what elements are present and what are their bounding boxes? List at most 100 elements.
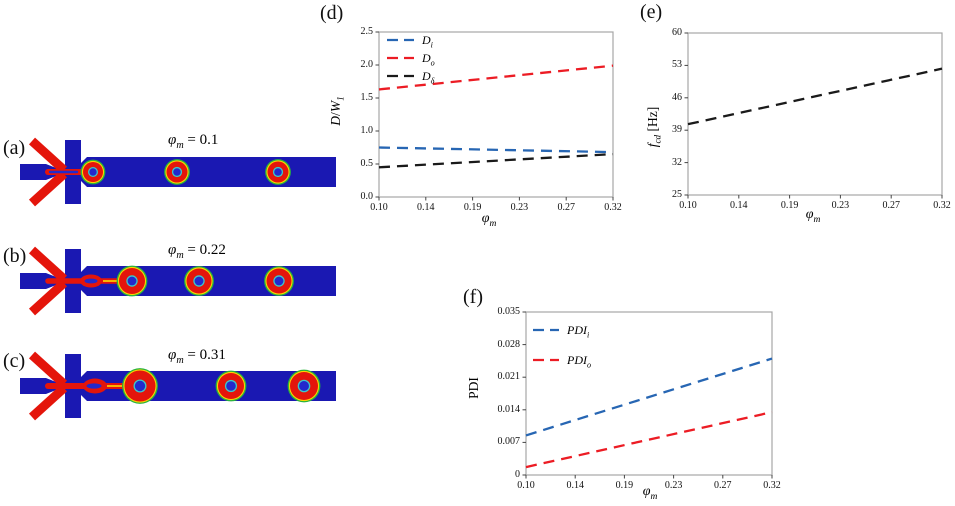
legend-item: Do <box>387 49 435 67</box>
series-PDI_o <box>525 411 773 469</box>
jet-inner-core <box>86 383 102 389</box>
legend-label: Do <box>422 50 435 67</box>
x-tick-label: 0.19 <box>463 202 482 213</box>
chart-f-polydispersity: 0.10 0.14 0.19 0.23 0.27 0.32 0 0.007 0.014 0.021… <box>498 306 781 491</box>
x-tick-label: 0.32 <box>604 202 622 213</box>
chart-f-plot-area <box>522 311 773 479</box>
x-tick-label: 0.10 <box>679 200 697 211</box>
red-inlet-arm-top <box>28 137 68 174</box>
series-D_i <box>378 146 614 154</box>
jet-inner-core <box>84 278 98 284</box>
x-tick-label: 0.10 <box>517 480 535 491</box>
x-tick-label: 0.32 <box>933 200 951 211</box>
y-tick-label: 0.0 <box>360 191 374 202</box>
panel-label-d: (d) <box>320 2 344 24</box>
series-D_o <box>378 64 614 91</box>
x-tick-label: 0.14 <box>730 200 748 211</box>
x-tick-label: 0.14 <box>417 202 435 213</box>
microchannel-simulation-c <box>20 351 336 421</box>
x-tick-label: 0.27 <box>714 480 732 491</box>
x-axis-label-e: φm <box>805 207 821 225</box>
microchannel-simulation-a <box>20 137 336 207</box>
x-tick-label: 0.23 <box>831 200 850 211</box>
red-inlet-arm-top <box>28 351 68 388</box>
x-tick-label: 0.27 <box>882 200 900 211</box>
legend-dash-sample <box>387 74 414 78</box>
x-tick-label: 0.10 <box>370 202 388 213</box>
droplet-core <box>134 380 146 392</box>
y-axis-label-d: D/W1 <box>328 96 346 126</box>
droplet-core <box>274 276 284 286</box>
droplet-core <box>226 381 236 391</box>
legend-label: Di <box>422 32 433 49</box>
red-inlet-arm-bottom <box>28 384 68 421</box>
series-D_delta <box>378 152 614 169</box>
y-tick-label: 46 <box>672 91 682 103</box>
panel-label-c: (c) <box>3 350 26 372</box>
x-tick-label: 0.23 <box>664 480 683 491</box>
y-tick-label: 53 <box>672 59 682 71</box>
droplet-core <box>194 276 204 286</box>
x-tick-label: 0.14 <box>566 480 584 491</box>
droplet-core <box>127 276 137 286</box>
legend-dash-sample <box>533 358 559 362</box>
y-tick-label: 32 <box>672 156 682 168</box>
x-tick-label: 0.19 <box>780 200 799 211</box>
y-tick-label: 1.0 <box>360 125 374 136</box>
inlet-channel <box>20 378 65 394</box>
y-tick-label: 25 <box>672 189 682 200</box>
legend-label: PDIo <box>567 352 592 369</box>
chart-f-legend: PDIi PDIo <box>533 315 591 375</box>
legend-item: Dδ <box>387 67 435 85</box>
main-channel <box>81 157 336 187</box>
series-f_cd <box>687 67 943 126</box>
legend-dash-sample <box>387 38 414 42</box>
chart-d-diameter-ratio: 0.10 0.14 0.19 0.23 0.27 0.32 0.0 0.5 1.0 1.5 2.0 2… <box>361 26 622 213</box>
panel-label-e: (e) <box>640 1 663 23</box>
panel-label-f: (f) <box>463 286 483 308</box>
caption-phi-c: φm = 0.31 <box>168 347 226 366</box>
droplet-core <box>89 168 97 176</box>
plot-frame <box>378 31 614 198</box>
droplet-core <box>274 168 282 176</box>
legend-label: PDIi <box>567 322 590 339</box>
y-tick-label: 2.0 <box>360 59 374 70</box>
legend-item: PDIi <box>533 315 591 345</box>
y-tick-label: 0.014 <box>497 403 521 415</box>
y-tick-label: 60 <box>672 27 682 38</box>
y-tick-label: 1.5 <box>360 92 374 103</box>
panel-label-b: (b) <box>3 245 27 267</box>
legend-item: PDIo <box>533 345 591 375</box>
legend-dash-sample <box>387 56 414 60</box>
y-tick-label: 0.021 <box>497 371 521 383</box>
y-tick-label: 2.5 <box>360 26 374 37</box>
microchannel-simulation-b <box>20 246 336 316</box>
y-tick-label: 0.028 <box>497 338 521 350</box>
y-tick-label: 0.007 <box>497 436 521 448</box>
x-axis-label-f: φm <box>642 484 658 502</box>
panel-label-a: (a) <box>3 137 26 159</box>
legend-dash-sample <box>533 328 559 332</box>
droplet-core <box>173 168 181 176</box>
plot-frame <box>525 311 773 476</box>
inlet-channel <box>20 273 65 289</box>
series-PDI_i <box>525 357 773 437</box>
y-tick-label: 39 <box>672 124 682 136</box>
plot-frame <box>687 32 943 196</box>
droplet-core <box>299 381 309 391</box>
y-tick-label: 0.5 <box>360 158 374 169</box>
x-tick-label: 0.19 <box>615 480 634 491</box>
x-tick-label: 0.27 <box>557 202 575 213</box>
red-inlet-arm-bottom <box>28 170 68 207</box>
chart-d-legend: Di Do Dδ <box>387 31 435 85</box>
legend-label: Dδ <box>422 68 435 85</box>
red-inlet-arm-top <box>28 246 68 283</box>
chart-d-plot-area <box>375 31 614 201</box>
x-axis-label-d: φm <box>481 211 497 229</box>
chart-e-droplet-frequency: 0.10 0.14 0.19 0.23 0.27 0.32 25 32 39 46 53 60 <box>672 27 951 211</box>
y-tick-label: 0 <box>515 469 520 480</box>
inlet-channel <box>20 164 65 180</box>
caption-phi-b: φm = 0.22 <box>168 242 226 261</box>
y-tick-label: 0.035 <box>497 306 521 317</box>
